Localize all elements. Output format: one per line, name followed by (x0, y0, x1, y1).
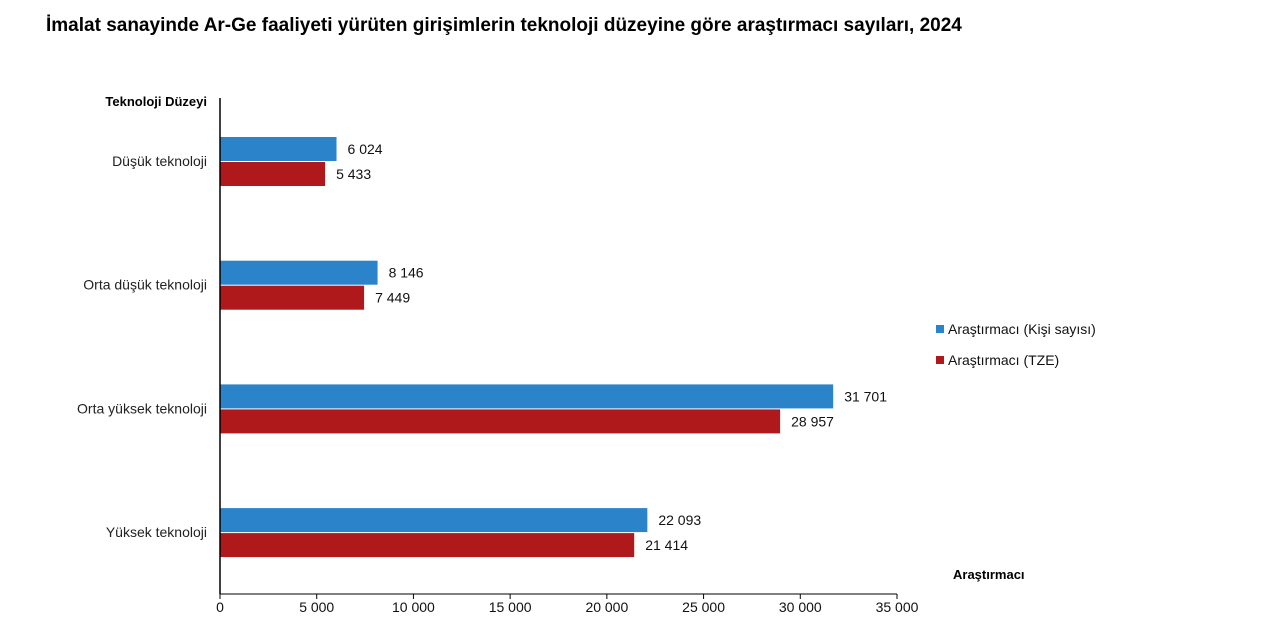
data-label: 6 024 (348, 141, 383, 157)
data-label: 22 093 (658, 512, 701, 528)
category-label: Düşük teknoloji (112, 153, 207, 169)
bar-tze (220, 409, 781, 434)
x-tick-label: 10 000 (392, 599, 435, 615)
data-label: 28 957 (791, 413, 834, 429)
bar-tze (220, 162, 326, 186)
data-label: 8 146 (389, 265, 424, 281)
legend-swatch (936, 356, 944, 364)
bar-kisi (220, 508, 648, 533)
x-tick-label: 5 000 (299, 599, 334, 615)
category-label: Yüksek teknoloji (106, 524, 207, 540)
x-tick-label: 30 000 (779, 599, 822, 615)
data-label: 21 414 (645, 537, 688, 553)
x-tick-label: 20 000 (585, 599, 628, 615)
x-tick-label: 25 000 (682, 599, 725, 615)
bar-tze (220, 533, 635, 558)
category-label: Orta düşük teknoloji (83, 277, 207, 293)
chart-title: İmalat sanayinde Ar-Ge faaliyeti yürüten… (46, 15, 962, 36)
legend-label: Araştırmacı (TZE) (948, 352, 1059, 368)
x-axis-title: Araştırmacı (953, 567, 1025, 582)
bar-kisi (220, 137, 337, 161)
y-axis-title: Teknoloji Düzeyi (105, 94, 207, 109)
x-tick-label: 15 000 (489, 599, 532, 615)
data-label: 31 701 (844, 388, 887, 404)
bar-kisi (220, 384, 834, 409)
category-label: Orta yüksek teknoloji (77, 400, 207, 416)
data-label: 7 449 (375, 290, 410, 306)
bar-tze (220, 285, 365, 310)
legend-label: Araştırmacı (Kişi sayısı) (948, 321, 1096, 337)
x-tick-label: 35 000 (876, 599, 919, 615)
legend-swatch (936, 325, 944, 333)
data-label: 5 433 (336, 166, 371, 182)
bar-kisi (220, 260, 378, 285)
x-tick-label: 0 (216, 599, 224, 615)
